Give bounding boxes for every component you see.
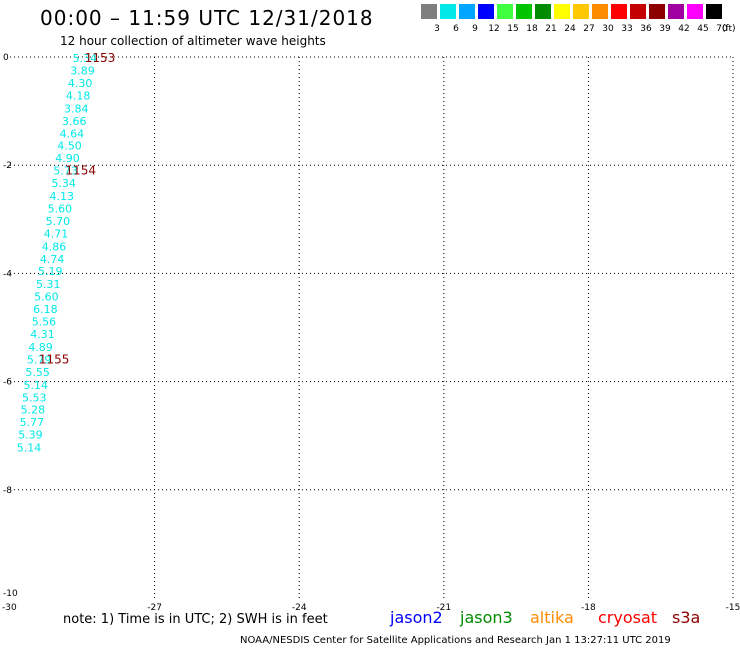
time-label: 1155 — [39, 352, 70, 366]
plot-area: 0-2-4-6-8-10-30 -27 -24 -21 -18 -155.343.894.… — [2, 51, 740, 610]
wave-height-label: 5.14 — [17, 442, 42, 455]
wave-height-label: 4.18 — [66, 89, 91, 102]
color-swatch — [459, 4, 475, 19]
color-scale-label: 30 — [602, 24, 614, 34]
x-tick-label: -27 — [147, 603, 162, 610]
credit-line: NOAA/NESDIS Center for Satellite Applica… — [240, 635, 671, 646]
color-scale-label: 33 — [621, 24, 633, 34]
wave-height-label: 4.89 — [28, 341, 53, 354]
color-swatch — [592, 4, 608, 19]
chart-subtitle: 12 hour collection of altimeter wave hei… — [60, 34, 326, 48]
color-swatch — [497, 4, 513, 19]
color-scale-label: 42 — [678, 24, 690, 34]
wave-height-label: 4.50 — [57, 140, 82, 153]
color-swatch — [687, 4, 703, 19]
chart-title: 00:00 – 11:59 UTC 12/31/2018 — [40, 6, 374, 30]
color-swatch — [611, 4, 627, 19]
x-tick-label: -24 — [292, 603, 307, 610]
satellite-altika: altika — [530, 608, 574, 627]
wave-height-label: 5.34 — [51, 177, 75, 190]
x-tick-label: -18 — [581, 603, 596, 610]
color-scale-label: 6 — [453, 24, 459, 34]
wave-height-label: 4.31 — [30, 328, 55, 341]
x-tick-label: -15 — [726, 603, 740, 610]
color-scale-label: 24 — [564, 24, 576, 34]
wave-height-label: 4.86 — [42, 240, 66, 253]
color-swatch — [649, 4, 665, 19]
wave-height-label: 5.39 — [18, 429, 43, 442]
color-swatch — [440, 4, 456, 19]
wave-height-label: 5.53 — [22, 391, 47, 404]
wave-height-label: 5.34 — [73, 52, 98, 65]
color-scale-unit: (ft) — [722, 24, 736, 34]
color-swatch — [421, 4, 437, 19]
x-tick-label: -21 — [436, 603, 451, 610]
color-swatch — [516, 4, 532, 19]
color-scale-label: 27 — [583, 24, 595, 34]
color-scale-label: 12 — [488, 24, 500, 34]
wave-height-label: 5.28 — [21, 404, 46, 417]
wave-height-label: 5.73 — [53, 165, 78, 178]
wave-height-label: 4.71 — [44, 227, 69, 240]
wave-height-label: 5.14 — [23, 379, 48, 392]
wave-height-label: 5.60 — [48, 202, 73, 215]
wave-height-label: 5.70 — [46, 215, 71, 228]
wave-height-label: 5.60 — [34, 291, 59, 304]
wave-height-label: 4.30 — [68, 77, 93, 90]
color-scale-label: 3 — [434, 24, 440, 34]
x-tick-label: -30 — [2, 603, 17, 610]
y-tick-label: -10 — [3, 589, 18, 599]
color-swatch — [630, 4, 646, 19]
wave-height-label: 5.79 — [27, 353, 52, 366]
wave-height-label: 5.55 — [25, 366, 50, 379]
satellite-jason2: jason2 — [390, 608, 443, 627]
wave-height-label: 3.66 — [62, 115, 87, 128]
color-swatch — [706, 4, 722, 19]
satellite-cryosat: cryosat — [598, 608, 658, 627]
wave-height-label: 4.13 — [50, 190, 75, 203]
wave-height-label: 4.64 — [60, 127, 84, 140]
color-scale-label: 15 — [507, 24, 519, 34]
wave-height-label: 3.84 — [64, 102, 89, 115]
y-tick-label: -2 — [3, 161, 12, 171]
y-tick-label: 0 — [3, 53, 9, 63]
footer-note: note: 1) Time is in UTC; 2) SWH is in fe… — [63, 612, 328, 627]
satellite-s3a: s3a — [672, 608, 701, 627]
wave-height-label: 5.77 — [20, 416, 45, 429]
color-swatch — [554, 4, 570, 19]
color-swatch — [668, 4, 684, 19]
color-swatch — [478, 4, 494, 19]
wave-height-label: 5.56 — [32, 316, 57, 329]
color-scale-label: 45 — [697, 24, 709, 34]
wave-height-label: 5.19 — [38, 265, 63, 278]
color-swatch — [535, 4, 551, 19]
y-tick-label: -8 — [3, 486, 12, 496]
color-scale-label: 21 — [545, 24, 557, 34]
wave-height-label: 5.31 — [36, 278, 61, 291]
color-scale-label: 18 — [526, 24, 538, 34]
color-swatch — [573, 4, 589, 19]
y-tick-label: -6 — [3, 378, 12, 388]
wave-height-label: 6.18 — [33, 303, 58, 316]
wave-height-label: 4.90 — [55, 152, 80, 165]
time-label: 1153 — [85, 51, 116, 65]
time-label: 1154 — [65, 164, 96, 178]
color-scale-label: 9 — [472, 24, 478, 34]
color-scale-label: 39 — [659, 24, 671, 34]
color-scale-label: 36 — [640, 24, 652, 34]
wave-height-label: 4.74 — [40, 253, 65, 266]
color-scale-label: 70 — [716, 24, 728, 34]
y-tick-label: -4 — [3, 269, 12, 279]
wave-height-label: 3.89 — [70, 65, 95, 78]
satellite-jason3: jason3 — [460, 608, 513, 627]
